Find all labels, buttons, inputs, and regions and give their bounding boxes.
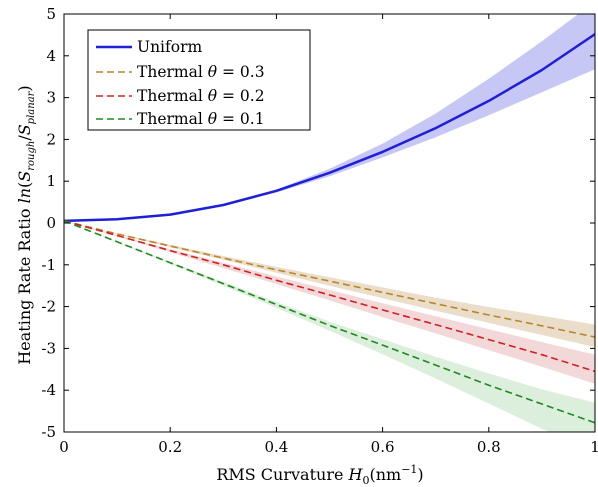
y-tick-label: -4 <box>41 381 56 399</box>
data-point-thermal-theta-0-3 <box>382 292 384 294</box>
data-point-uniform <box>541 69 543 71</box>
data-point-thermal-theta-0-2 <box>276 279 278 281</box>
data-point-thermal-theta-0-3 <box>541 325 543 327</box>
data-point-thermal-theta-0-2 <box>329 294 331 296</box>
data-point-thermal-theta-0-2 <box>488 339 490 341</box>
y-tick-label: -1 <box>41 256 56 274</box>
band-thermal-theta-0-1 <box>64 220 595 432</box>
data-point-thermal-theta-0-3 <box>488 314 490 316</box>
data-point-thermal-theta-0-3 <box>329 280 331 282</box>
data-point-thermal-theta-0-1 <box>116 241 118 243</box>
y-tick-label: -2 <box>41 298 56 316</box>
axis-ticks <box>63 13 596 433</box>
data-point-thermal-theta-0-3 <box>222 257 224 259</box>
data-point-thermal-theta-0-2 <box>541 354 543 356</box>
series-lines <box>64 33 595 424</box>
series-line-thermal-theta-0-1 <box>64 220 595 424</box>
data-point-thermal-theta-0-1 <box>488 384 490 386</box>
data-point-uniform <box>382 151 384 153</box>
data-point-uniform <box>276 190 278 192</box>
legend-label-uniform: Uniform <box>137 38 202 56</box>
data-point-uniform <box>488 100 490 102</box>
data-point-thermal-theta-0-2 <box>169 250 171 252</box>
x-tick-label: 1 <box>590 438 598 456</box>
data-point-thermal-theta-0-3 <box>435 303 437 305</box>
data-point-thermal-theta-0-1 <box>435 364 437 366</box>
y-tick-label: -3 <box>41 339 56 357</box>
data-point-thermal-theta-0-1 <box>541 403 543 405</box>
y-tick-label: 1 <box>46 172 56 190</box>
data-point-thermal-theta-0-3 <box>169 245 171 247</box>
y-tick-label: 2 <box>46 130 56 148</box>
legend-label-theta-0-3: Thermal θ = 0.3 <box>137 63 265 81</box>
data-point-thermal-theta-0-1 <box>276 304 278 306</box>
data-point-uniform <box>435 127 437 129</box>
data-point-thermal-theta-0-1 <box>169 262 171 264</box>
y-tick-label: 4 <box>46 47 56 65</box>
x-tick-label: 0.8 <box>477 438 501 456</box>
x-tick-label: 0 <box>59 438 69 456</box>
y-tick-label: 3 <box>46 89 56 107</box>
data-point-uniform <box>116 218 118 220</box>
series-line-uniform <box>64 33 595 223</box>
x-tick-label: 0.6 <box>371 438 395 456</box>
y-tick-label: 5 <box>46 5 56 23</box>
data-point-thermal-theta-0-1 <box>222 283 224 285</box>
series-line-thermal-theta-0-3 <box>64 220 595 338</box>
legend-label-theta-0-2: Thermal θ = 0.2 <box>137 87 265 105</box>
y-tick-labels: 5 4 3 2 1 0 -1 -2 -3 -4 -5 <box>41 5 56 441</box>
x-tick-label: 0.4 <box>264 438 288 456</box>
y-tick-label: 0 <box>46 214 56 232</box>
data-point-thermal-theta-0-3 <box>116 233 118 235</box>
data-point-thermal-theta-0-2 <box>222 264 224 266</box>
data-point-thermal-theta-0-2 <box>382 309 384 311</box>
legend: Uniform Thermal θ = 0.3 Thermal θ = 0.2 … <box>87 29 311 131</box>
data-point-thermal-theta-0-1 <box>329 325 331 327</box>
data-point-thermal-theta-0-3 <box>276 269 278 271</box>
x-tick-label: 0.2 <box>158 438 182 456</box>
legend-label-theta-0-1: Thermal θ = 0.1 <box>137 110 265 128</box>
data-point-thermal-theta-0-1 <box>382 344 384 346</box>
data-point-uniform <box>329 172 331 174</box>
data-point-thermal-theta-0-2 <box>116 235 118 237</box>
data-point-uniform <box>222 204 224 206</box>
series-line-thermal-theta-0-2 <box>64 220 595 373</box>
y-tick-label: -5 <box>41 423 56 441</box>
y-axis-label: Heating Rate Ratio ln(Srough/Splanar) <box>15 85 37 364</box>
data-point-thermal-theta-0-2 <box>435 324 437 326</box>
data-point-uniform <box>169 214 171 216</box>
x-tick-labels: 0 0.2 0.4 0.6 0.8 1 <box>59 438 598 456</box>
x-axis-label: RMS Curvature H0(nm−1) <box>216 463 423 487</box>
